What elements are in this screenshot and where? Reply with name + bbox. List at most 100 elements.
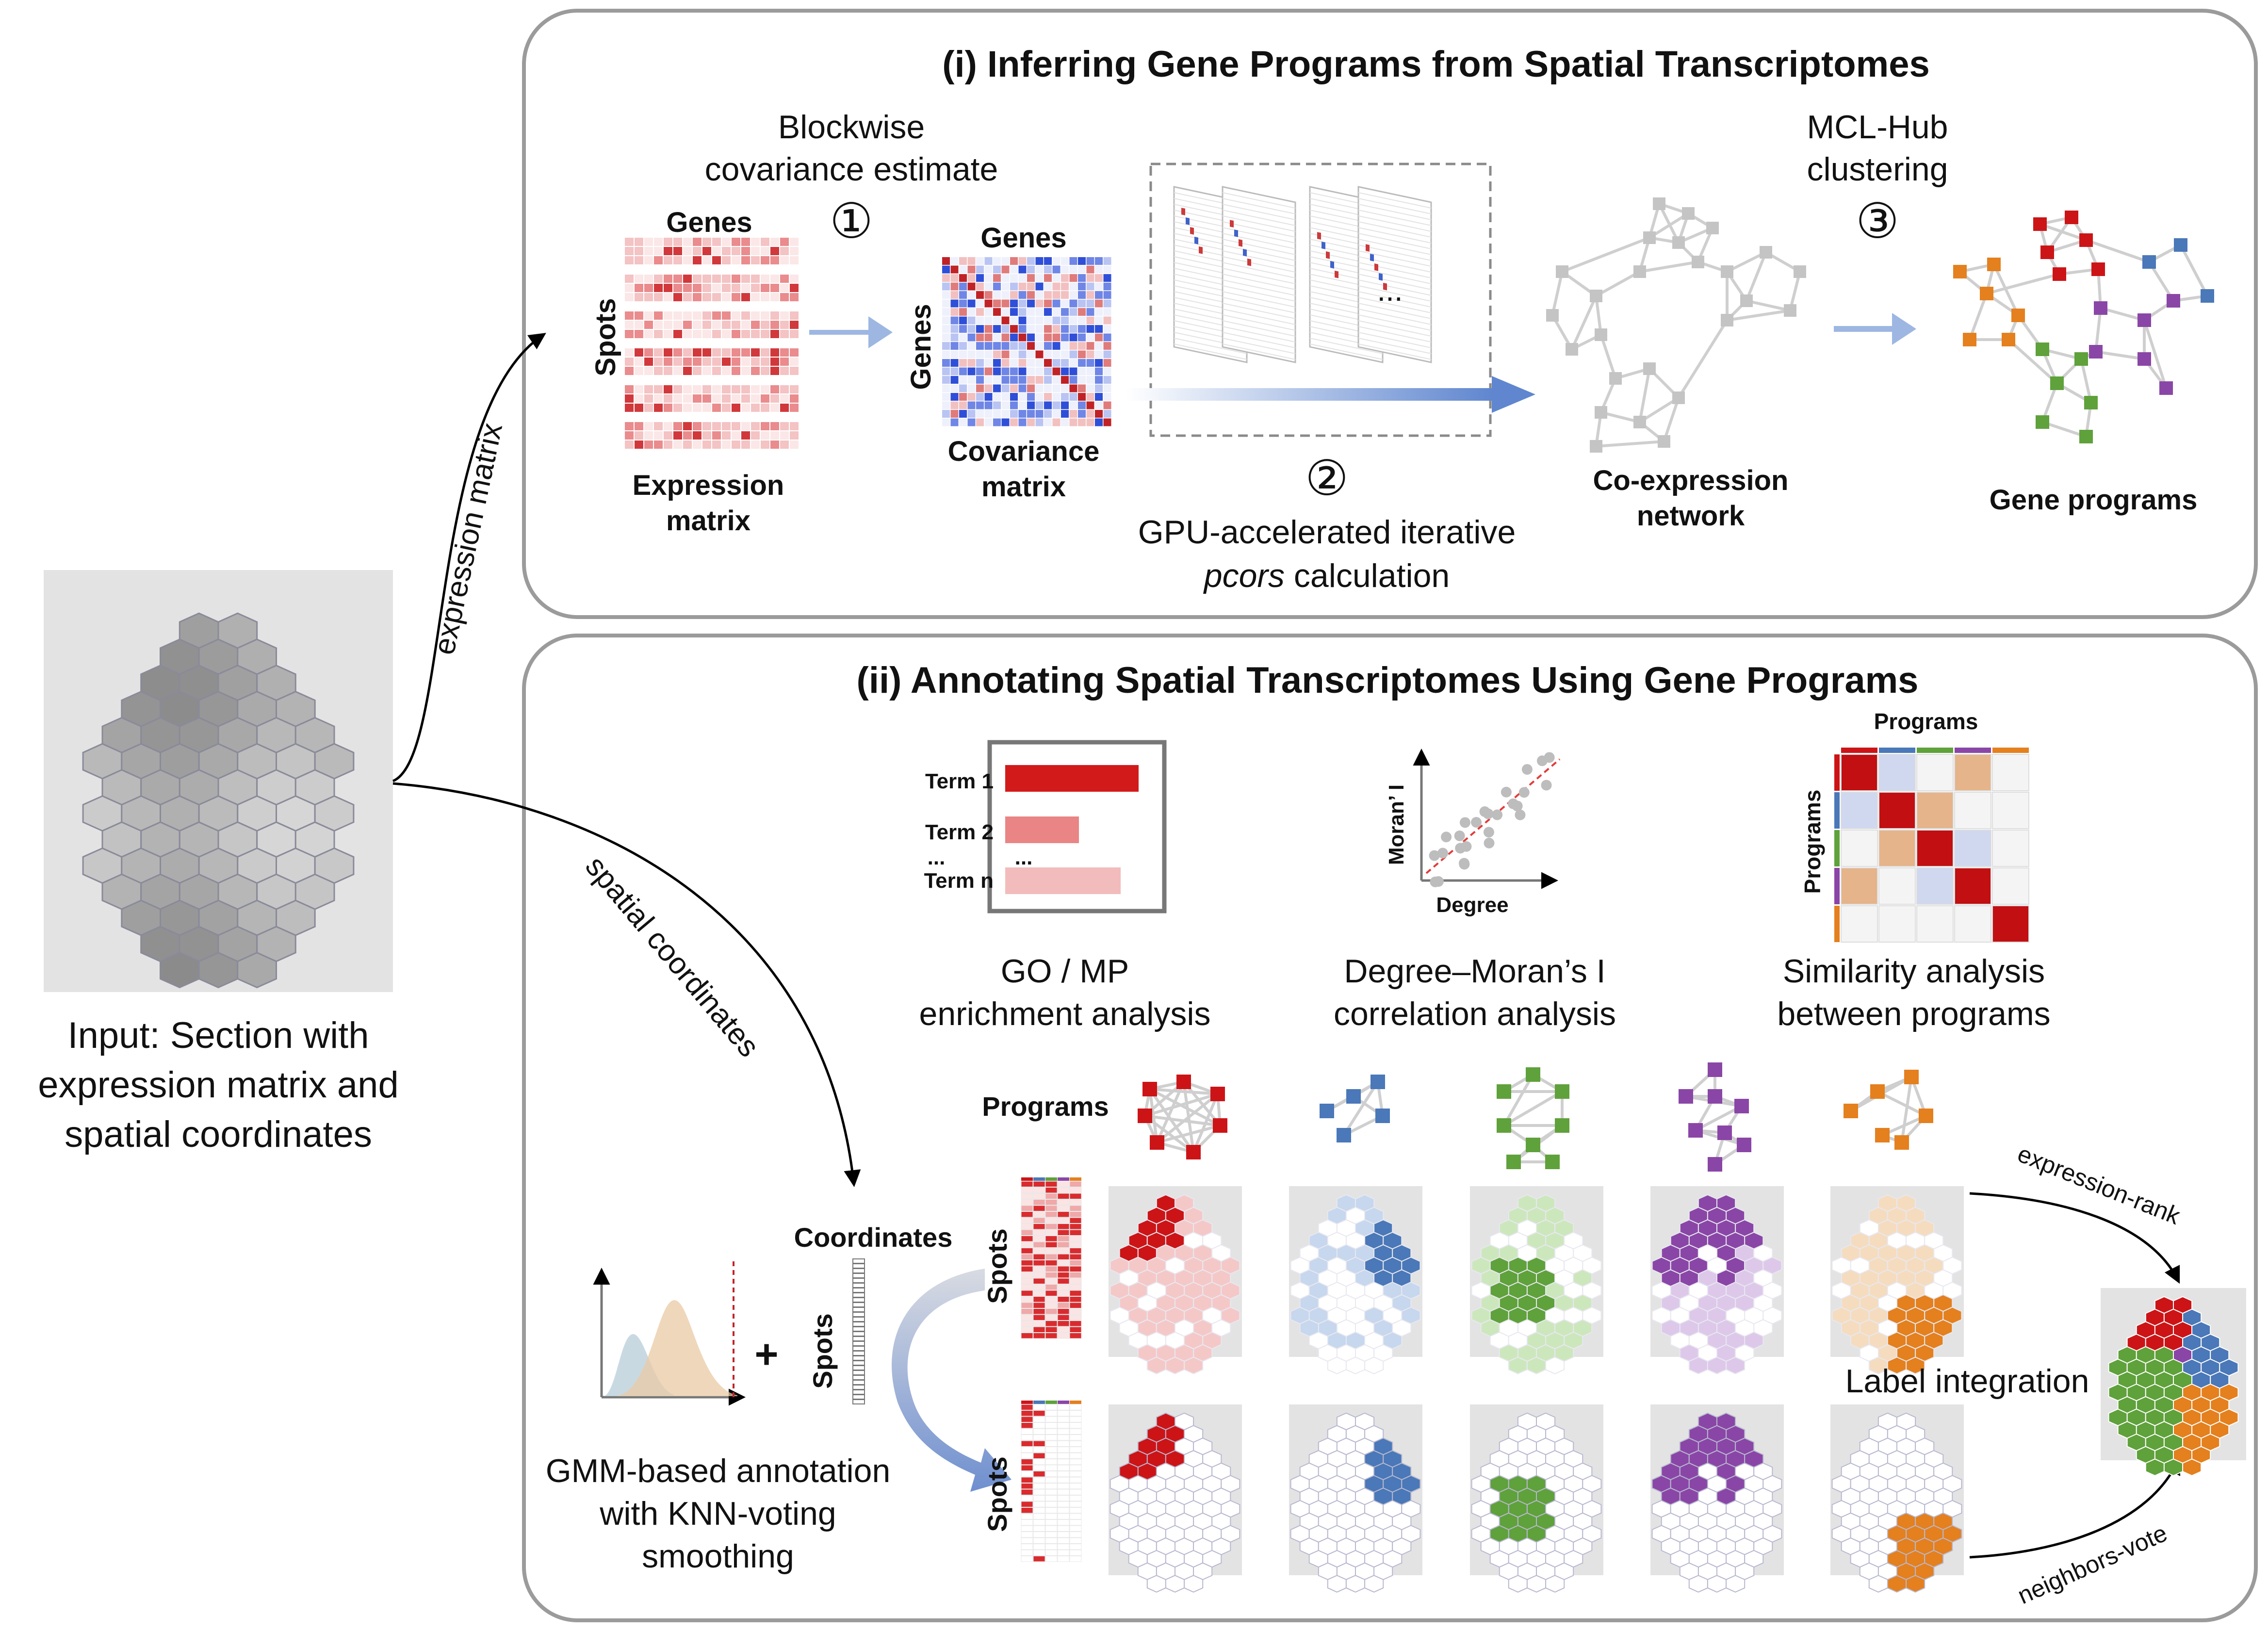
score-matrix-header	[1058, 1401, 1069, 1404]
score-matrix-cell	[1045, 1217, 1058, 1223]
score-matrix-cell	[1045, 1333, 1058, 1339]
covariance-cell	[976, 418, 984, 426]
covariance-cell	[1001, 291, 1010, 299]
expression-cell	[654, 256, 663, 264]
pcors-sheet-line	[1358, 233, 1431, 249]
covariance-cell	[950, 333, 959, 342]
expression-cell	[664, 321, 672, 329]
covariance-cell	[1018, 291, 1027, 299]
covariance-cell	[950, 257, 959, 265]
expression-cell	[722, 404, 731, 412]
score-matrix-cell	[1045, 1223, 1058, 1230]
expression-cell	[761, 348, 769, 357]
step3-number: ③	[1856, 194, 1899, 248]
expression-cell	[732, 440, 740, 449]
expression-cell	[702, 275, 711, 283]
score-matrix-cell	[1069, 1501, 1082, 1507]
gene-program-node	[2174, 238, 2187, 252]
covariance-cell	[1086, 393, 1094, 401]
score-matrix-cell	[1021, 1236, 1033, 1242]
expression-cell	[635, 440, 643, 449]
expression-cell	[732, 311, 740, 320]
covariance-cell	[1035, 410, 1044, 418]
covariance-cell	[1078, 376, 1086, 384]
expression-cell	[761, 247, 769, 255]
covariance-cell	[1095, 274, 1103, 282]
covariance-cell	[993, 410, 1001, 418]
covariance-cell	[1061, 333, 1069, 342]
expression-cell	[654, 358, 663, 366]
covariance-cell	[1001, 282, 1010, 291]
score-matrix-cell	[1045, 1452, 1058, 1459]
expression-cell	[770, 358, 779, 366]
score-matrix-cell	[1057, 1211, 1070, 1218]
score-matrix-cell	[1045, 1440, 1058, 1447]
covariance-cell	[950, 282, 959, 291]
program-map-hex	[1545, 1575, 1565, 1593]
score-matrix-cell	[1033, 1217, 1045, 1223]
covariance-cell	[1001, 265, 1010, 274]
expression-cell	[751, 275, 760, 283]
expression-cell	[683, 431, 692, 440]
pcors-sheet-line	[1223, 198, 1295, 214]
coordinate-cell	[852, 1292, 865, 1298]
expression-cell	[673, 321, 682, 329]
covariance-cell	[950, 384, 959, 392]
covariance-cell	[967, 367, 976, 375]
score-matrix-cell	[1069, 1187, 1082, 1193]
covariance-cell	[976, 291, 984, 299]
expression-cell	[673, 238, 682, 246]
similarity-cell	[1954, 830, 1991, 867]
moran-point	[1454, 830, 1465, 841]
covariance-cell	[1044, 359, 1052, 367]
expression-cell	[751, 404, 760, 412]
expression-cell	[761, 358, 769, 366]
program-map-hex	[1545, 1356, 1565, 1374]
covariance-cell	[976, 376, 984, 384]
step3-label-line1: MCL-Hub	[1807, 109, 1948, 146]
coordinate-cell	[852, 1394, 865, 1400]
covariance-cell	[1010, 333, 1018, 342]
program-mini-node	[1688, 1123, 1703, 1138]
expression-cell	[693, 431, 702, 440]
score-matrix-cell	[1045, 1477, 1058, 1483]
expression-cell	[693, 394, 702, 403]
covariance-cell	[1078, 384, 1086, 392]
covariance-cell	[1086, 325, 1094, 333]
score-matrix-cell	[1069, 1513, 1082, 1519]
similarity-cell	[1916, 830, 1954, 867]
covariance-cell	[959, 265, 967, 274]
score-matrix-cell	[1021, 1549, 1033, 1556]
expression-cell	[722, 358, 731, 366]
expression-cell	[664, 431, 672, 440]
score-matrix-cell	[1045, 1428, 1058, 1435]
expression-cell	[722, 284, 731, 292]
score-matrix-cell	[1021, 1187, 1033, 1193]
expression-cell	[741, 256, 750, 264]
expression-cell	[761, 293, 769, 301]
program-map-hex	[1906, 1356, 1925, 1374]
score-matrix-cell	[1057, 1241, 1070, 1248]
pcors-block	[1322, 242, 1325, 249]
covariance-cell	[950, 418, 959, 426]
expression-cell	[625, 394, 634, 403]
covariance-cell	[1010, 265, 1018, 274]
score-matrix-cell	[1021, 1205, 1033, 1211]
label-integration-title: Label integration	[1845, 1363, 2089, 1400]
pcors-sheet-line	[1310, 343, 1383, 360]
covariance-cell	[959, 410, 967, 418]
network-edge	[1677, 319, 1729, 399]
expression-cell	[693, 422, 702, 430]
pcors-sheet-line	[1358, 326, 1431, 343]
program-map-hex	[1707, 1356, 1727, 1374]
covariance-cell	[1078, 308, 1086, 316]
covariance-cell	[942, 308, 950, 316]
covariance-cell	[967, 418, 976, 426]
expression-cell	[732, 367, 740, 375]
integrated-label-map	[2108, 1296, 2239, 1476]
expression-cell	[761, 321, 769, 329]
covariance-cell	[1010, 291, 1018, 299]
expression-cell	[635, 422, 643, 430]
covariance-cell	[1027, 342, 1035, 350]
step2-pcors-word: pcors	[1203, 557, 1285, 594]
